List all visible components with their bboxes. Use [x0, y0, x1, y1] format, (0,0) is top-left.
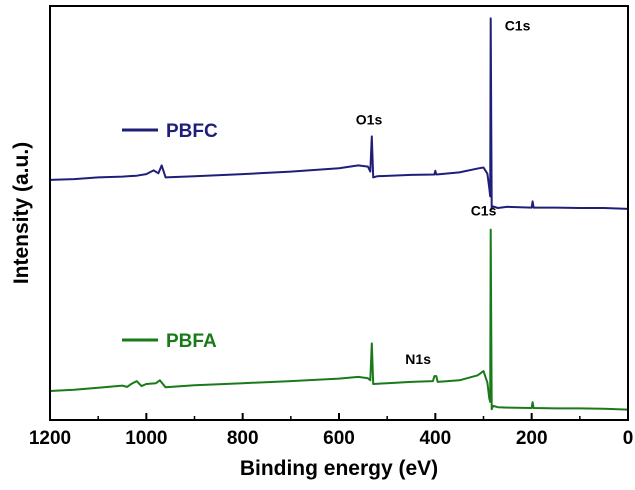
y-axis-title: Intensity (a.u.) — [10, 142, 33, 284]
x-axis-title: Binding energy (eV) — [240, 457, 438, 480]
x-tick-label-600: 600 — [323, 428, 355, 449]
x-tick-label-400: 400 — [419, 428, 451, 449]
x-tick-label-1000: 1000 — [125, 428, 167, 449]
series-line-pbfa — [49, 228, 629, 411]
annotation-pbfa-n1s: N1s — [405, 351, 431, 367]
series-line-pbfc — [49, 17, 629, 210]
x-tick-label-200: 200 — [516, 428, 548, 449]
x-ticks: 1200 1000 800 600 400 200 0 — [29, 413, 633, 449]
x-tick-label-800: 800 — [227, 428, 259, 449]
annotation-pbfa-c1s: C1s — [471, 203, 497, 219]
plot-lines — [49, 17, 629, 411]
annotation-pbfc-c1s: C1s — [505, 17, 531, 33]
x-tick-label-1200: 1200 — [29, 428, 71, 449]
plot-frame — [49, 5, 629, 421]
annotations: C1s O1s C1s N1s — [356, 17, 531, 367]
x-tick-label-0: 0 — [623, 428, 634, 449]
legend-label-pbfc: PBFC — [166, 121, 218, 142]
legend-label-pbfa: PBFA — [166, 331, 217, 352]
annotation-pbfc-o1s: O1s — [356, 111, 383, 127]
legend: PBFC PBFA — [122, 121, 218, 352]
